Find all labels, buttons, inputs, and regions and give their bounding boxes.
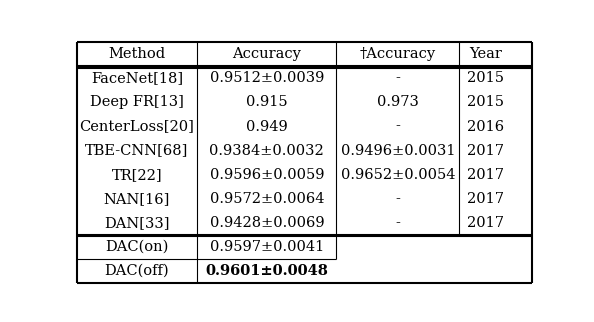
Text: 0.949: 0.949 [246,119,287,134]
Text: 0.9572±0.0064: 0.9572±0.0064 [210,192,324,206]
Text: DAC(on): DAC(on) [105,240,169,254]
Text: Method: Method [108,47,166,62]
Text: 2016: 2016 [467,119,504,134]
Text: -: - [396,119,400,134]
Text: 0.9512±0.0039: 0.9512±0.0039 [210,71,324,85]
Text: -: - [396,71,400,85]
Text: -: - [396,192,400,206]
Text: 0.973: 0.973 [377,96,419,109]
Text: TBE-CNN[68]: TBE-CNN[68] [86,144,189,157]
Text: 2015: 2015 [467,71,504,85]
Text: -: - [396,216,400,230]
Text: 2015: 2015 [467,96,504,109]
Text: 2017: 2017 [467,168,504,182]
Text: NAN[16]: NAN[16] [104,192,170,206]
Text: 2017: 2017 [467,216,504,230]
Text: 0.9597±0.0041: 0.9597±0.0041 [210,240,324,254]
Text: DAC(off): DAC(off) [105,264,169,278]
Text: †Accuracy: †Accuracy [360,47,436,62]
Text: DAN[33]: DAN[33] [104,216,170,230]
Text: 2017: 2017 [467,192,504,206]
Text: 2017: 2017 [467,144,504,157]
Text: Year: Year [469,47,502,62]
Text: Accuracy: Accuracy [232,47,301,62]
Text: Deep FR[13]: Deep FR[13] [90,96,184,109]
Text: 0.9596±0.0059: 0.9596±0.0059 [210,168,324,182]
Text: 0.9601±0.0048: 0.9601±0.0048 [206,264,328,278]
Text: 0.9652±0.0054: 0.9652±0.0054 [340,168,455,182]
Text: 0.9496±0.0031: 0.9496±0.0031 [340,144,455,157]
Text: 0.9384±0.0032: 0.9384±0.0032 [210,144,324,157]
Text: FaceNet[18]: FaceNet[18] [91,71,183,85]
Text: 0.915: 0.915 [246,96,287,109]
Text: 0.9428±0.0069: 0.9428±0.0069 [210,216,324,230]
Text: CenterLoss[20]: CenterLoss[20] [80,119,194,134]
Text: TR[22]: TR[22] [112,168,162,182]
